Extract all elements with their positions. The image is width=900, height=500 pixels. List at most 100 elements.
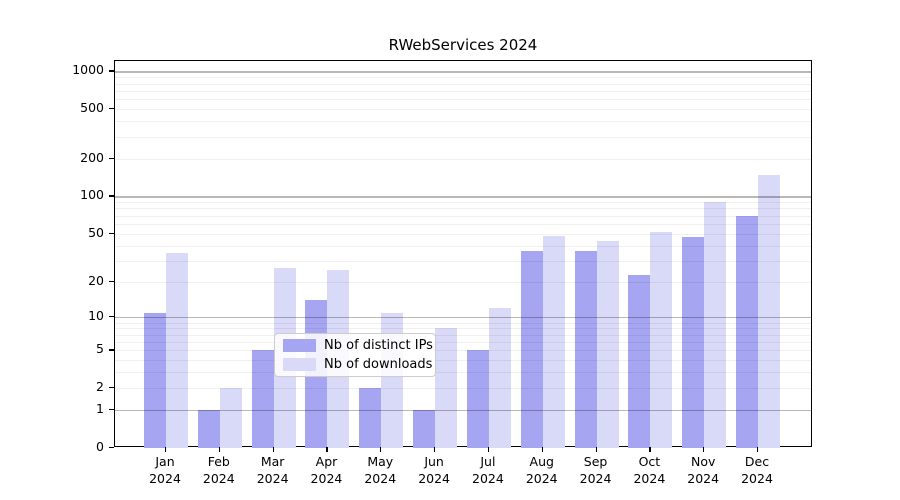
x-tick-mark (487, 447, 490, 452)
x-tick-label: Sep 2024 (561, 453, 631, 487)
legend-swatch-downloads (283, 358, 316, 371)
x-tick-month: Dec (744, 454, 770, 469)
bar-downloads (650, 231, 673, 448)
x-tick-year: 2024 (687, 471, 720, 486)
x-tick-label: Mar 2024 (238, 453, 308, 487)
x-tick-label: Jul 2024 (453, 453, 523, 487)
minor-gridline (115, 109, 811, 111)
x-tick-month: Jan (155, 454, 175, 469)
x-tick-label: Aug 2024 (507, 453, 577, 487)
major-gridline (115, 71, 811, 73)
x-tick-mark (434, 447, 436, 452)
x-tick-month: Sep (583, 454, 608, 469)
plot-area (114, 60, 812, 448)
x-tick-month: Apr (315, 454, 338, 469)
y-tick-mark (109, 70, 114, 72)
y-tick-label: 10 (88, 308, 104, 324)
bar-distinct-ips (682, 237, 705, 448)
x-tick-mark (757, 447, 759, 452)
bar-downloads (488, 308, 511, 448)
chart-title: RWebServices 2024 (388, 36, 538, 54)
y-tick-label: 1 (96, 401, 104, 417)
minor-gridline (115, 121, 811, 123)
bar-downloads (435, 328, 458, 448)
y-tick-label: 20 (88, 273, 104, 289)
x-tick-mark (541, 447, 543, 452)
y-tick-label: 100 (80, 187, 104, 203)
y-tick-label: 2 (96, 379, 104, 395)
y-tick-label: 0 (96, 439, 104, 454)
bar-distinct-ips (466, 350, 489, 448)
x-tick-month: Nov (690, 454, 716, 469)
x-tick-year: 2024 (149, 471, 181, 486)
x-tick-month: Jun (424, 454, 444, 469)
x-tick-mark (218, 447, 220, 452)
x-tick-label: Oct 2024 (614, 453, 684, 487)
x-tick-year: 2024 (364, 471, 397, 486)
y-tick-mark (109, 232, 114, 234)
legend-label-distinct-ips: Nb of distinct IPs (324, 338, 433, 353)
bar-distinct-ips (359, 388, 382, 448)
y-tick-mark (109, 387, 114, 389)
legend-item-distinct-ips: Nb of distinct IPs (283, 338, 435, 353)
x-tick-month: Oct (638, 454, 661, 469)
x-tick-mark (272, 447, 274, 452)
x-tick-year: 2024 (418, 471, 450, 486)
x-tick-year: 2024 (525, 471, 558, 486)
x-tick-mark (649, 447, 651, 452)
x-tick-year: 2024 (202, 471, 235, 486)
x-tick-mark (703, 447, 705, 452)
x-tick-mark (380, 447, 382, 452)
bar-distinct-ips (144, 312, 166, 448)
x-tick-month: Jul (480, 454, 496, 469)
bar-downloads (758, 174, 781, 448)
legend: Nb of distinct IPs Nb of downloads (274, 333, 436, 377)
y-tick-mark (109, 195, 114, 197)
legend-item-downloads: Nb of downloads (283, 357, 435, 372)
x-tick-year: 2024 (472, 471, 504, 486)
minor-gridline (115, 99, 811, 101)
x-tick-mark (165, 447, 167, 452)
minor-gridline (115, 90, 811, 92)
x-tick-year: 2024 (310, 471, 343, 486)
x-tick-label: Dec 2024 (722, 453, 792, 487)
y-tick-label: 50 (88, 224, 104, 240)
bar-distinct-ips (628, 274, 651, 448)
x-tick-label: May 2024 (345, 453, 415, 487)
minor-gridline (115, 136, 811, 138)
y-tick-mark (109, 281, 114, 283)
bar-distinct-ips (736, 215, 759, 448)
y-tick-label: 200 (80, 149, 104, 165)
x-tick-month: Mar (260, 454, 285, 469)
x-tick-label: Jan 2024 (130, 453, 200, 487)
legend-label-downloads: Nb of downloads (324, 357, 433, 372)
minor-gridline (115, 158, 811, 160)
y-tick-mark (109, 349, 114, 351)
minor-gridline (115, 83, 811, 85)
y-tick-mark (109, 108, 114, 110)
x-tick-label: Nov 2024 (668, 453, 738, 487)
bar-distinct-ips (251, 350, 274, 448)
x-tick-year: 2024 (633, 471, 666, 486)
bar-distinct-ips (197, 410, 220, 448)
y-tick-mark (109, 316, 114, 318)
y-tick-mark (109, 447, 114, 449)
bar-downloads (704, 202, 727, 448)
x-tick-mark (326, 447, 328, 452)
bar-downloads (166, 252, 188, 448)
bar-distinct-ips (413, 410, 436, 448)
x-tick-month: Feb (207, 454, 230, 469)
x-tick-label: Apr 2024 (291, 453, 361, 487)
x-tick-mark (595, 447, 597, 452)
legend-swatch-distinct-ips (283, 339, 316, 352)
bar-distinct-ips (574, 251, 597, 448)
x-tick-year: 2024 (256, 471, 289, 486)
y-tick-label: 5 (96, 341, 104, 357)
y-tick-mark (109, 409, 114, 411)
x-tick-label: Jun 2024 (399, 453, 469, 487)
y-tick-mark (109, 157, 114, 160)
x-tick-year: 2024 (741, 471, 773, 486)
major-gridline (115, 196, 811, 198)
x-tick-month: Aug (529, 454, 554, 469)
